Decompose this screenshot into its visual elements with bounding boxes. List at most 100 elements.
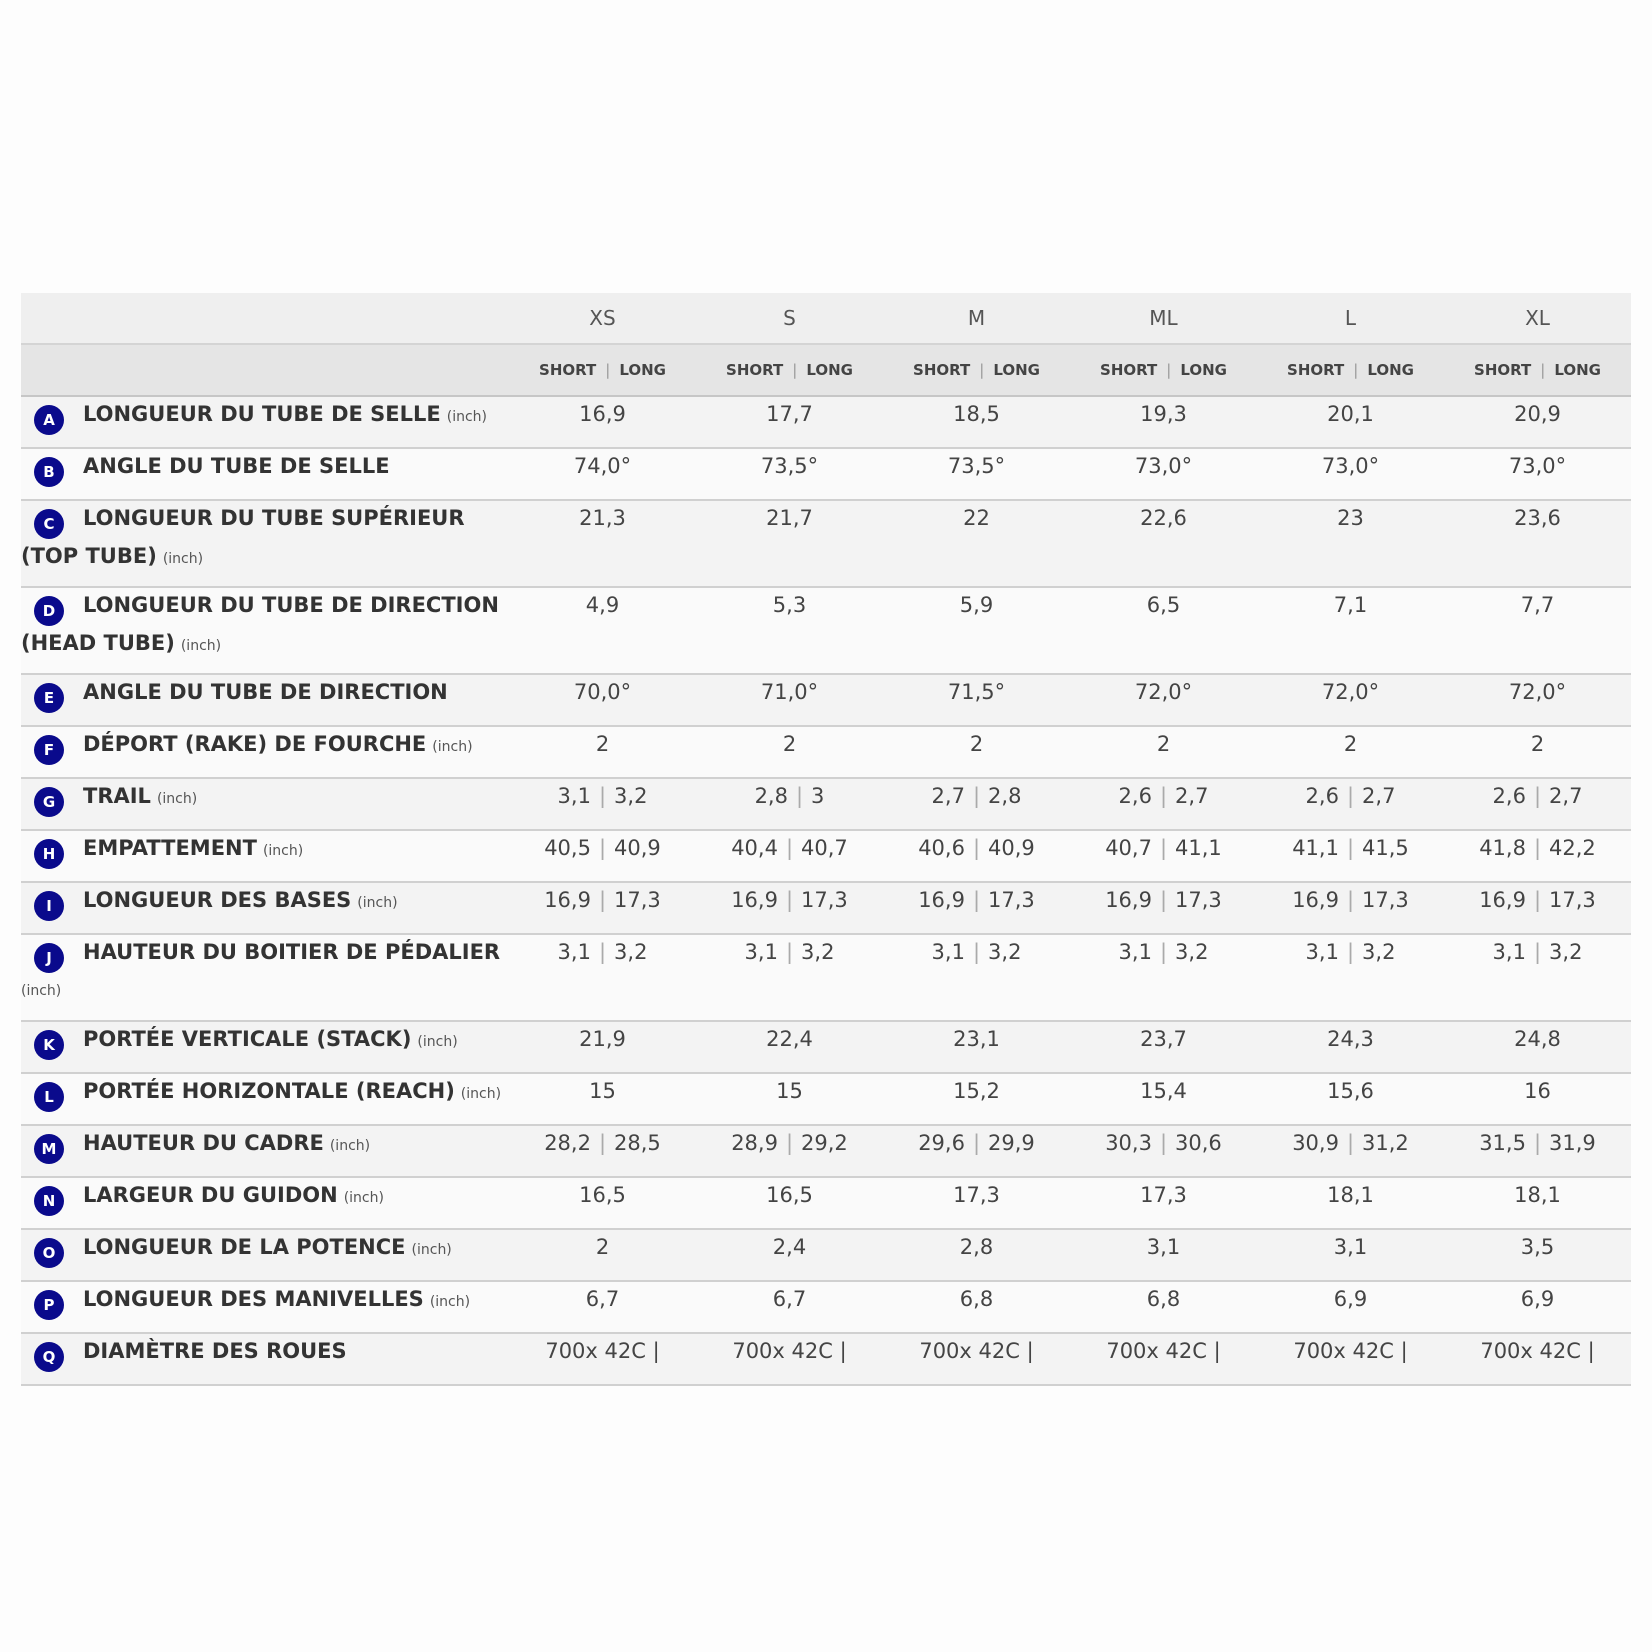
- value-cell: 24,3: [1257, 1021, 1444, 1073]
- long-value: 3,2: [988, 940, 1022, 964]
- short-value: 16,9: [1105, 888, 1152, 912]
- short-value: 16,9: [544, 888, 591, 912]
- unit-label: (inch): [262, 843, 304, 859]
- table-row: F DÉPORT (RAKE) DE FOURCHE (inch) 2 2 2 2 2 2: [21, 726, 1631, 778]
- value-cell: 71,0°: [696, 674, 883, 726]
- table-row: M HAUTEUR DU CADRE (inch) 28,2 | 28,5 28,9 | 29,…: [21, 1125, 1631, 1177]
- separator: |: [1353, 361, 1359, 379]
- value-cell: 22,6: [1070, 500, 1257, 587]
- long-label: LONG: [993, 361, 1040, 379]
- value-cell: 73,0°: [1257, 448, 1444, 500]
- table-row: G TRAIL (inch) 3,1 | 3,2 2,8 | 3 2,7 | 2,8 2,6 | 2,7 2,…: [21, 778, 1631, 830]
- value-cell: 16,9 | 17,3: [509, 882, 696, 934]
- unit-label: (inch): [460, 1086, 502, 1102]
- row-label-e: E ANGLE DU TUBE DE DIRECTION: [21, 674, 509, 726]
- unit-label: (inch): [432, 739, 473, 755]
- separator: |: [598, 784, 607, 808]
- separator: |: [972, 1131, 981, 1155]
- table-row: K PORTÉE VERTICALE (STACK) (inch) 21,9 22,4 2…: [21, 1021, 1631, 1073]
- row-label-a: A LONGUEUR DU TUBE DE SELLE (inch): [21, 396, 509, 448]
- table-row: H EMPATTEMENT (inch) 40,5 | 40,9 40,4 | 40,7 40,6…: [21, 830, 1631, 882]
- long-value: 2,7: [1549, 784, 1583, 808]
- row-label-l: L PORTÉE HORIZONTALE (REACH) (inch): [21, 1073, 509, 1125]
- table-row: C LONGUEUR DU TUBE SUPÉRIEUR (TOP TUBE) (i…: [21, 500, 1631, 587]
- value-cell: 70,0°: [509, 674, 696, 726]
- value-cell: 16,9 | 17,3: [696, 882, 883, 934]
- long-value: 3: [811, 784, 825, 808]
- row-label-q: Q DIAMÈTRE DES ROUES: [21, 1333, 509, 1385]
- short-value: 31,5: [1479, 1131, 1526, 1155]
- separator: |: [1159, 940, 1168, 964]
- value-cell: 16,9 | 17,3: [1257, 882, 1444, 934]
- value-cell: 6,8: [1070, 1281, 1257, 1333]
- long-value: 3,2: [1362, 940, 1396, 964]
- letter-badge: C: [34, 509, 64, 539]
- letter-badge: Q: [34, 1342, 64, 1372]
- long-label: LONG: [806, 361, 853, 379]
- value-cell: 700x 42C |: [696, 1333, 883, 1385]
- letter-badge: N: [34, 1186, 64, 1216]
- letter-badge: A: [34, 405, 64, 435]
- table-row: N LARGEUR DU GUIDON (inch) 16,5 16,5 17,3 17,3…: [21, 1177, 1631, 1229]
- value-cell: 6,8: [883, 1281, 1070, 1333]
- separator: |: [1159, 1131, 1168, 1155]
- short-value: 3,1: [1118, 940, 1152, 964]
- separator: |: [1533, 836, 1542, 860]
- short-label: SHORT: [726, 361, 784, 379]
- long-value: 40,9: [614, 836, 661, 860]
- short-long-header: SHORT | LONG: [1070, 344, 1257, 397]
- value-cell: 28,2 | 28,5: [509, 1125, 696, 1177]
- value-cell: 28,9 | 29,2: [696, 1125, 883, 1177]
- short-long-header: SHORT | LONG: [696, 344, 883, 397]
- value-cell: 700x 42C |: [1070, 1333, 1257, 1385]
- unit-label: (inch): [417, 1034, 458, 1050]
- value-cell: 18,1: [1257, 1177, 1444, 1229]
- letter-badge: D: [34, 596, 64, 626]
- value-cell: 18,1: [1444, 1177, 1631, 1229]
- unit-label: (inch): [429, 1294, 471, 1310]
- value-cell: 72,0°: [1257, 674, 1444, 726]
- separator: |: [785, 836, 794, 860]
- long-value: 40,9: [988, 836, 1035, 860]
- letter-badge: P: [34, 1290, 64, 1320]
- value-cell: 72,0°: [1444, 674, 1631, 726]
- value-cell: 2,6 | 2,7: [1257, 778, 1444, 830]
- short-value: 3,1: [557, 940, 591, 964]
- long-value: 2,7: [1362, 784, 1396, 808]
- value-cell: 17,3: [1070, 1177, 1257, 1229]
- short-long-header-row: SHORT | LONG SHORT | LONG SHORT | LONG SHORT | LONG…: [21, 344, 1631, 397]
- letter-badge: L: [34, 1082, 64, 1112]
- short-label: SHORT: [1287, 361, 1345, 379]
- value-cell: 2: [509, 1229, 696, 1281]
- table-row: D LONGUEUR DU TUBE DE DIRECTION (HEAD TUB…: [21, 587, 1631, 674]
- value-cell: 71,5°: [883, 674, 1070, 726]
- separator: |: [972, 888, 981, 912]
- value-cell: 6,5: [1070, 587, 1257, 674]
- table-body: A LONGUEUR DU TUBE DE SELLE (inch) 16,9 17,7…: [21, 396, 1631, 1385]
- short-value: 30,3: [1105, 1131, 1152, 1155]
- value-cell: 18,5: [883, 396, 1070, 448]
- value-cell: 21,7: [696, 500, 883, 587]
- short-value: 3,1: [557, 784, 591, 808]
- separator: |: [972, 940, 981, 964]
- short-value: 16,9: [731, 888, 778, 912]
- value-cell: 41,1 | 41,5: [1257, 830, 1444, 882]
- value-cell: 16,9 | 17,3: [1444, 882, 1631, 934]
- short-value: 3,1: [931, 940, 965, 964]
- measure-name: ANGLE DU TUBE DE DIRECTION: [83, 680, 448, 704]
- value-cell: 3,1 | 3,2: [509, 934, 696, 1021]
- long-value: 17,3: [1549, 888, 1596, 912]
- row-label-g: G TRAIL (inch): [21, 778, 509, 830]
- measure-name: TRAIL: [83, 784, 151, 808]
- size-header-row: XS S M ML L XL: [21, 293, 1631, 345]
- measure-name: HAUTEUR DU BOITIER DE PÉDALIER: [83, 940, 501, 964]
- value-cell: 6,7: [509, 1281, 696, 1333]
- measure-name: LARGEUR DU GUIDON: [83, 1183, 338, 1207]
- value-cell: 16,5: [696, 1177, 883, 1229]
- geometry-table: XS S M ML L XL SHORT | LONG SHORT | LONG SHORT | LONG…: [21, 293, 1631, 1386]
- short-value: 2,7: [931, 784, 965, 808]
- value-cell: 20,1: [1257, 396, 1444, 448]
- short-label: SHORT: [1474, 361, 1532, 379]
- long-value: 29,9: [988, 1131, 1035, 1155]
- short-label: SHORT: [913, 361, 971, 379]
